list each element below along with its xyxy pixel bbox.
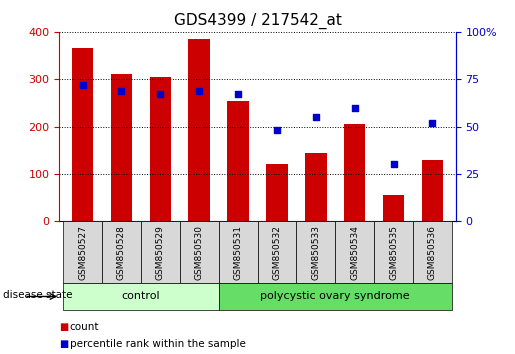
Point (273, 127, 281, 133)
FancyBboxPatch shape (258, 221, 296, 283)
Text: disease state: disease state (3, 290, 72, 300)
Text: GSM850530: GSM850530 (195, 225, 204, 280)
FancyBboxPatch shape (219, 283, 452, 310)
FancyBboxPatch shape (335, 221, 374, 283)
Point (234, 92, 242, 97)
Text: ■: ■ (59, 339, 68, 349)
Bar (188, 39, 210, 221)
Bar (383, 195, 404, 221)
Point (389, 161, 398, 167)
Bar (266, 164, 288, 221)
Bar (344, 124, 365, 221)
Bar (111, 74, 132, 221)
Point (428, 120, 437, 126)
Text: GSM850532: GSM850532 (272, 225, 281, 280)
FancyBboxPatch shape (141, 221, 180, 283)
Bar (72, 48, 93, 221)
Text: GSM850535: GSM850535 (389, 225, 398, 280)
FancyBboxPatch shape (413, 221, 452, 283)
Text: percentile rank within the sample: percentile rank within the sample (70, 339, 246, 349)
Text: count: count (70, 322, 99, 332)
Bar (422, 160, 443, 221)
Text: GSM850534: GSM850534 (350, 225, 359, 280)
FancyBboxPatch shape (102, 221, 141, 283)
Text: GSM850527: GSM850527 (78, 225, 87, 280)
Point (195, 88, 203, 93)
Point (312, 114, 320, 120)
FancyBboxPatch shape (219, 221, 258, 283)
FancyBboxPatch shape (63, 221, 102, 283)
FancyBboxPatch shape (296, 221, 335, 283)
Bar (227, 101, 249, 221)
Text: control: control (122, 291, 160, 302)
Point (351, 105, 359, 110)
Text: GSM850533: GSM850533 (311, 225, 320, 280)
FancyBboxPatch shape (63, 283, 219, 310)
Text: GSM850528: GSM850528 (117, 225, 126, 280)
Text: GSM850531: GSM850531 (234, 225, 243, 280)
Point (117, 88, 126, 93)
Point (156, 92, 164, 97)
FancyBboxPatch shape (180, 221, 219, 283)
Bar (150, 77, 171, 221)
Text: polycystic ovary syndrome: polycystic ovary syndrome (261, 291, 410, 302)
Text: ■: ■ (59, 322, 68, 332)
Text: GSM850536: GSM850536 (428, 225, 437, 280)
Text: GSM850529: GSM850529 (156, 225, 165, 280)
Bar (305, 153, 327, 221)
Point (78, 82, 87, 88)
FancyBboxPatch shape (374, 221, 413, 283)
Text: GDS4399 / 217542_at: GDS4399 / 217542_at (174, 12, 341, 29)
